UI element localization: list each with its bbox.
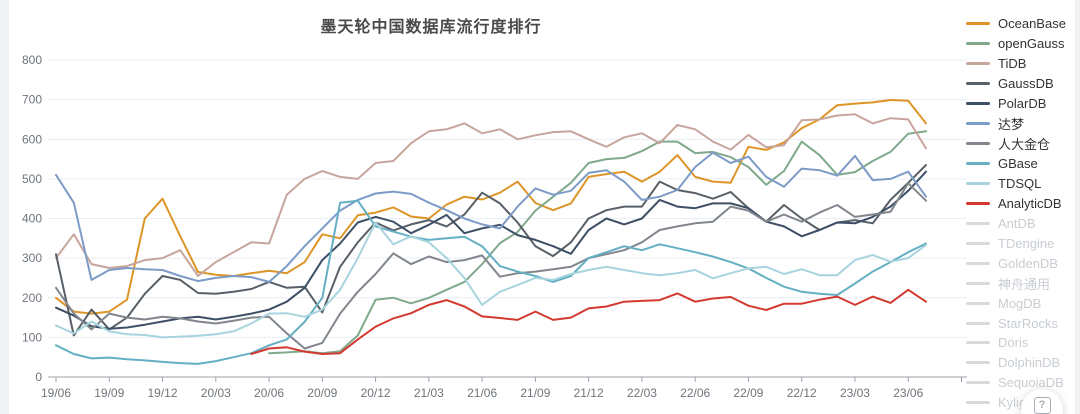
x-axis-tick-label: 22/06 (680, 386, 710, 400)
legend-item-神舟通用[interactable]: 神舟通用 (966, 273, 1078, 293)
y-axis-tick-label: 400 (22, 212, 42, 226)
legend-label: 神舟通用 (998, 276, 1051, 292)
series-line-TiDB (55, 113, 927, 277)
legend-swatch (966, 201, 990, 205)
x-axis-tick-label: 20/06 (254, 386, 284, 400)
legend-item-PolarDB[interactable]: PolarDB (966, 94, 1078, 114)
x-axis-tick-label: 20/12 (361, 386, 391, 400)
legend-label: PolarDB (998, 96, 1047, 112)
legend-swatch (966, 142, 990, 146)
legend-swatch (966, 82, 990, 86)
legend-label: TDengine (998, 235, 1055, 251)
legend-swatch (966, 162, 990, 166)
legend-swatch (966, 42, 990, 46)
legend-swatch (966, 361, 990, 365)
legend-label: DolphinDB (998, 355, 1061, 371)
legend-item-TiDB[interactable]: TiDB (966, 54, 1078, 74)
legend-swatch (966, 301, 990, 305)
x-axis-tick-label: 21/09 (520, 386, 550, 400)
y-axis-tick-label: 500 (22, 172, 42, 186)
series-line-openGauss (268, 130, 927, 355)
legend-item-GaussDB[interactable]: GaussDB (966, 74, 1078, 94)
legend-label: 达梦 (998, 117, 1025, 133)
legend-swatch (966, 22, 990, 26)
legend-item-TDengine[interactable]: TDengine (966, 233, 1078, 253)
y-axis-tick-label: 300 (22, 251, 42, 265)
page-title: 墨天轮中国数据库流行度排行 (320, 19, 542, 36)
legend-item-GBase[interactable]: GBase (966, 154, 1078, 174)
legend-label: OceanBase (998, 16, 1066, 32)
y-axis-tick-label: 800 (22, 53, 42, 67)
legend-label: Doris (998, 335, 1029, 351)
legend-swatch (966, 102, 990, 106)
legend-item-Doris[interactable]: Doris (966, 333, 1078, 353)
legend-label: TDSQL (998, 175, 1042, 191)
page-left-gutter (0, 0, 9, 414)
series-line-GaussDB (55, 164, 927, 337)
y-axis-tick-label: 700 (22, 93, 42, 107)
x-axis-tick-label: 19/09 (94, 386, 124, 400)
series-line-达梦 (55, 151, 927, 283)
legend-item-AnalyticDB[interactable]: AnalyticDB (966, 193, 1078, 213)
legend-item-达梦[interactable]: 达梦 (966, 114, 1078, 134)
y-axis-tick-label: 600 (22, 132, 42, 146)
legend-label: GoldenDB (998, 255, 1058, 271)
legend-item-OceanBase[interactable]: OceanBase (966, 14, 1078, 34)
legend-label: SequoiaDB (998, 375, 1064, 391)
y-axis-tick-label: 100 (22, 330, 42, 344)
x-axis-tick-label: 19/12 (148, 386, 178, 400)
help-icon: ? (1033, 397, 1051, 414)
x-axis-tick-label: 21/12 (574, 386, 604, 400)
x-axis-tick-label: 19/06 (41, 386, 71, 400)
legend-item-SequoiaDB[interactable]: SequoiaDB (966, 373, 1078, 393)
x-axis-tick-label: 20/09 (307, 386, 337, 400)
legend-item-StarRocks[interactable]: StarRocks (966, 313, 1078, 333)
legend: OceanBase openGauss TiDB GaussDB PolarDB 达梦人大… (966, 14, 1078, 413)
legend-swatch (966, 241, 990, 245)
legend-swatch (966, 381, 990, 385)
legend-swatch (966, 341, 990, 345)
legend-label: openGauss (998, 36, 1065, 52)
page-right-gutter (1075, 0, 1080, 414)
legend-swatch (966, 401, 990, 405)
legend-label: TiDB (998, 56, 1027, 72)
legend-item-MogDB[interactable]: MogDB (966, 293, 1078, 313)
series-line-TDSQL (55, 221, 927, 339)
x-axis-tick-label: 20/03 (201, 386, 231, 400)
y-axis-tick-label: 200 (22, 291, 42, 305)
legend-swatch (966, 321, 990, 325)
x-axis-tick-label: 22/09 (733, 386, 763, 400)
series-line-人大金仓 (55, 182, 927, 350)
legend-swatch (966, 221, 990, 225)
x-axis-tick-label: 22/03 (627, 386, 657, 400)
series-line-AnalyticDB (250, 288, 927, 355)
legend-item-AntDB[interactable]: AntDB (966, 213, 1078, 233)
y-axis-tick-label: 0 (35, 370, 42, 384)
legend-item-DolphinDB[interactable]: DolphinDB (966, 353, 1078, 373)
x-axis-tick-label: 23/03 (840, 386, 870, 400)
legend-item-TDSQL[interactable]: TDSQL (966, 174, 1078, 194)
legend-label: AnalyticDB (998, 195, 1062, 211)
legend-swatch (966, 181, 990, 185)
legend-label: MogDB (998, 295, 1042, 311)
legend-swatch (966, 281, 990, 285)
x-axis-tick-label: 23/06 (893, 386, 923, 400)
legend-label: StarRocks (998, 315, 1058, 331)
x-axis-tick-label: 21/03 (414, 386, 444, 400)
legend-label: AntDB (998, 215, 1036, 231)
legend-swatch (966, 62, 990, 66)
legend-item-GoldenDB[interactable]: GoldenDB (966, 253, 1078, 273)
legend-item-openGauss[interactable]: openGauss (966, 34, 1078, 54)
legend-item-人大金仓[interactable]: 人大金仓 (966, 134, 1078, 154)
x-axis-tick-label: 22/12 (787, 386, 817, 400)
x-axis-tick-label: 21/06 (467, 386, 497, 400)
legend-swatch (966, 122, 990, 126)
legend-swatch (966, 261, 990, 265)
legend-label: GaussDB (998, 76, 1054, 92)
legend-label: GBase (998, 156, 1038, 172)
series-line-GBase (55, 199, 927, 365)
legend-label: 人大金仓 (998, 137, 1051, 153)
